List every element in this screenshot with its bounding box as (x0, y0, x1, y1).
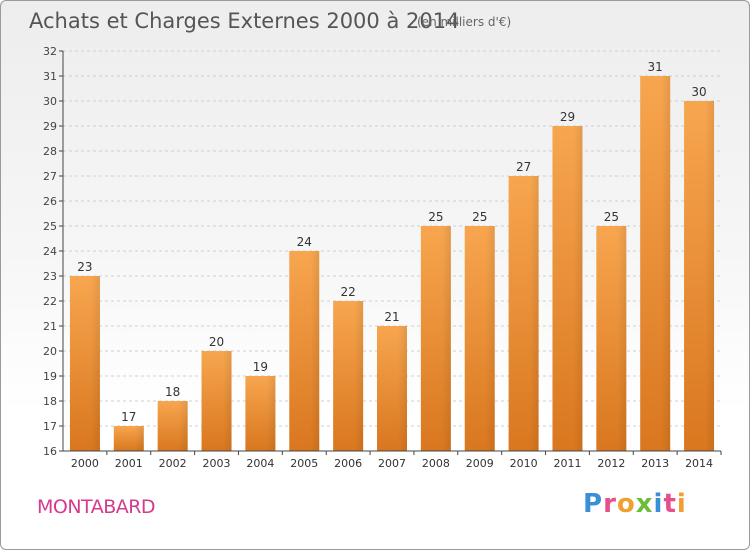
y-tick-label: 26 (43, 195, 57, 208)
y-tick-label: 29 (43, 120, 57, 133)
y-tick-label: 17 (43, 420, 57, 433)
y-tick-label: 22 (43, 295, 57, 308)
bar-shade (201, 351, 232, 451)
bar-shade (289, 251, 320, 451)
logo-letter: x (635, 489, 654, 519)
bar-shade (464, 226, 495, 451)
logo-letter: i (653, 489, 664, 519)
x-tick-label: 2006 (334, 457, 362, 470)
data-label: 21 (384, 310, 399, 324)
x-tick-label: 2008 (422, 457, 450, 470)
bars: 23 17 18 20 19 24 22 21 25 25 27 29 25 31 30 (69, 60, 715, 451)
data-label: 23 (77, 260, 92, 274)
logo-letter: r (603, 489, 617, 519)
x-tick-label: 2002 (159, 457, 187, 470)
y-tick-label: 28 (43, 145, 57, 158)
y-tick-label: 24 (43, 245, 57, 258)
x-tick-label: 2014 (685, 457, 713, 470)
y-tick-label: 32 (43, 45, 57, 58)
x-tick-label: 2011 (553, 457, 581, 470)
y-tick-label: 27 (43, 170, 57, 183)
chart-subtitle: (en milliers d'€) (417, 15, 512, 29)
y-tick-label: 20 (43, 345, 57, 358)
data-label: 25 (428, 210, 443, 224)
bar-shade (640, 76, 671, 451)
logo-letter: P (583, 489, 604, 519)
data-label: 19 (253, 360, 268, 374)
bar-shade (157, 401, 188, 451)
x-tick-label: 2010 (510, 457, 538, 470)
x-tick-label: 2012 (597, 457, 625, 470)
data-label: 22 (340, 285, 355, 299)
y-tick-label: 25 (43, 220, 57, 233)
y-tick-label: 31 (43, 70, 57, 83)
x-tick-label: 2013 (641, 457, 669, 470)
x-tick-label: 2003 (203, 457, 231, 470)
logo-letter: t (663, 489, 677, 519)
x-tick-label: 2005 (290, 457, 318, 470)
data-label: 25 (472, 210, 487, 224)
data-label: 20 (209, 335, 224, 349)
bar-shade (69, 276, 100, 451)
bar-shade (552, 126, 583, 451)
logo-letter: i (676, 489, 687, 519)
y-tick-label: 16 (43, 445, 57, 458)
data-label: 25 (604, 210, 619, 224)
data-label: 30 (691, 85, 706, 99)
logo-letter: o (616, 489, 636, 519)
y-tick-label: 18 (43, 395, 57, 408)
bar-shade (684, 101, 715, 451)
y-tick-label: 23 (43, 270, 57, 283)
bar-shade (113, 426, 144, 451)
y-tick-label: 30 (43, 95, 57, 108)
data-label: 18 (165, 385, 180, 399)
data-label: 31 (648, 60, 663, 74)
y-tick-label: 19 (43, 370, 57, 383)
commune-name: MONTABARD (37, 496, 156, 518)
bar-shade (245, 376, 276, 451)
x-tick-label: 2007 (378, 457, 406, 470)
bar-shade (333, 301, 364, 451)
bar-shade (420, 226, 451, 451)
x-tick-label: 2009 (466, 457, 494, 470)
x-tick-label: 2004 (246, 457, 274, 470)
x-tick-label: 2001 (115, 457, 143, 470)
data-label: 27 (516, 160, 531, 174)
data-label: 24 (297, 235, 312, 249)
chart-title: Achats et Charges Externes 2000 à 2014 (29, 9, 460, 33)
data-label: 29 (560, 110, 575, 124)
y-tick-label: 21 (43, 320, 57, 333)
bar-shade (508, 176, 539, 451)
axes: 16 17 18 19 20 21 22 23 24 25 26 27 28 29 30 31 32 2000 20… (43, 45, 722, 470)
bar-shade (596, 226, 627, 451)
x-tick-label: 2000 (71, 457, 99, 470)
proxiti-logo: Proxiti (583, 489, 687, 519)
data-label: 17 (121, 410, 136, 424)
bar-shade (377, 326, 407, 451)
